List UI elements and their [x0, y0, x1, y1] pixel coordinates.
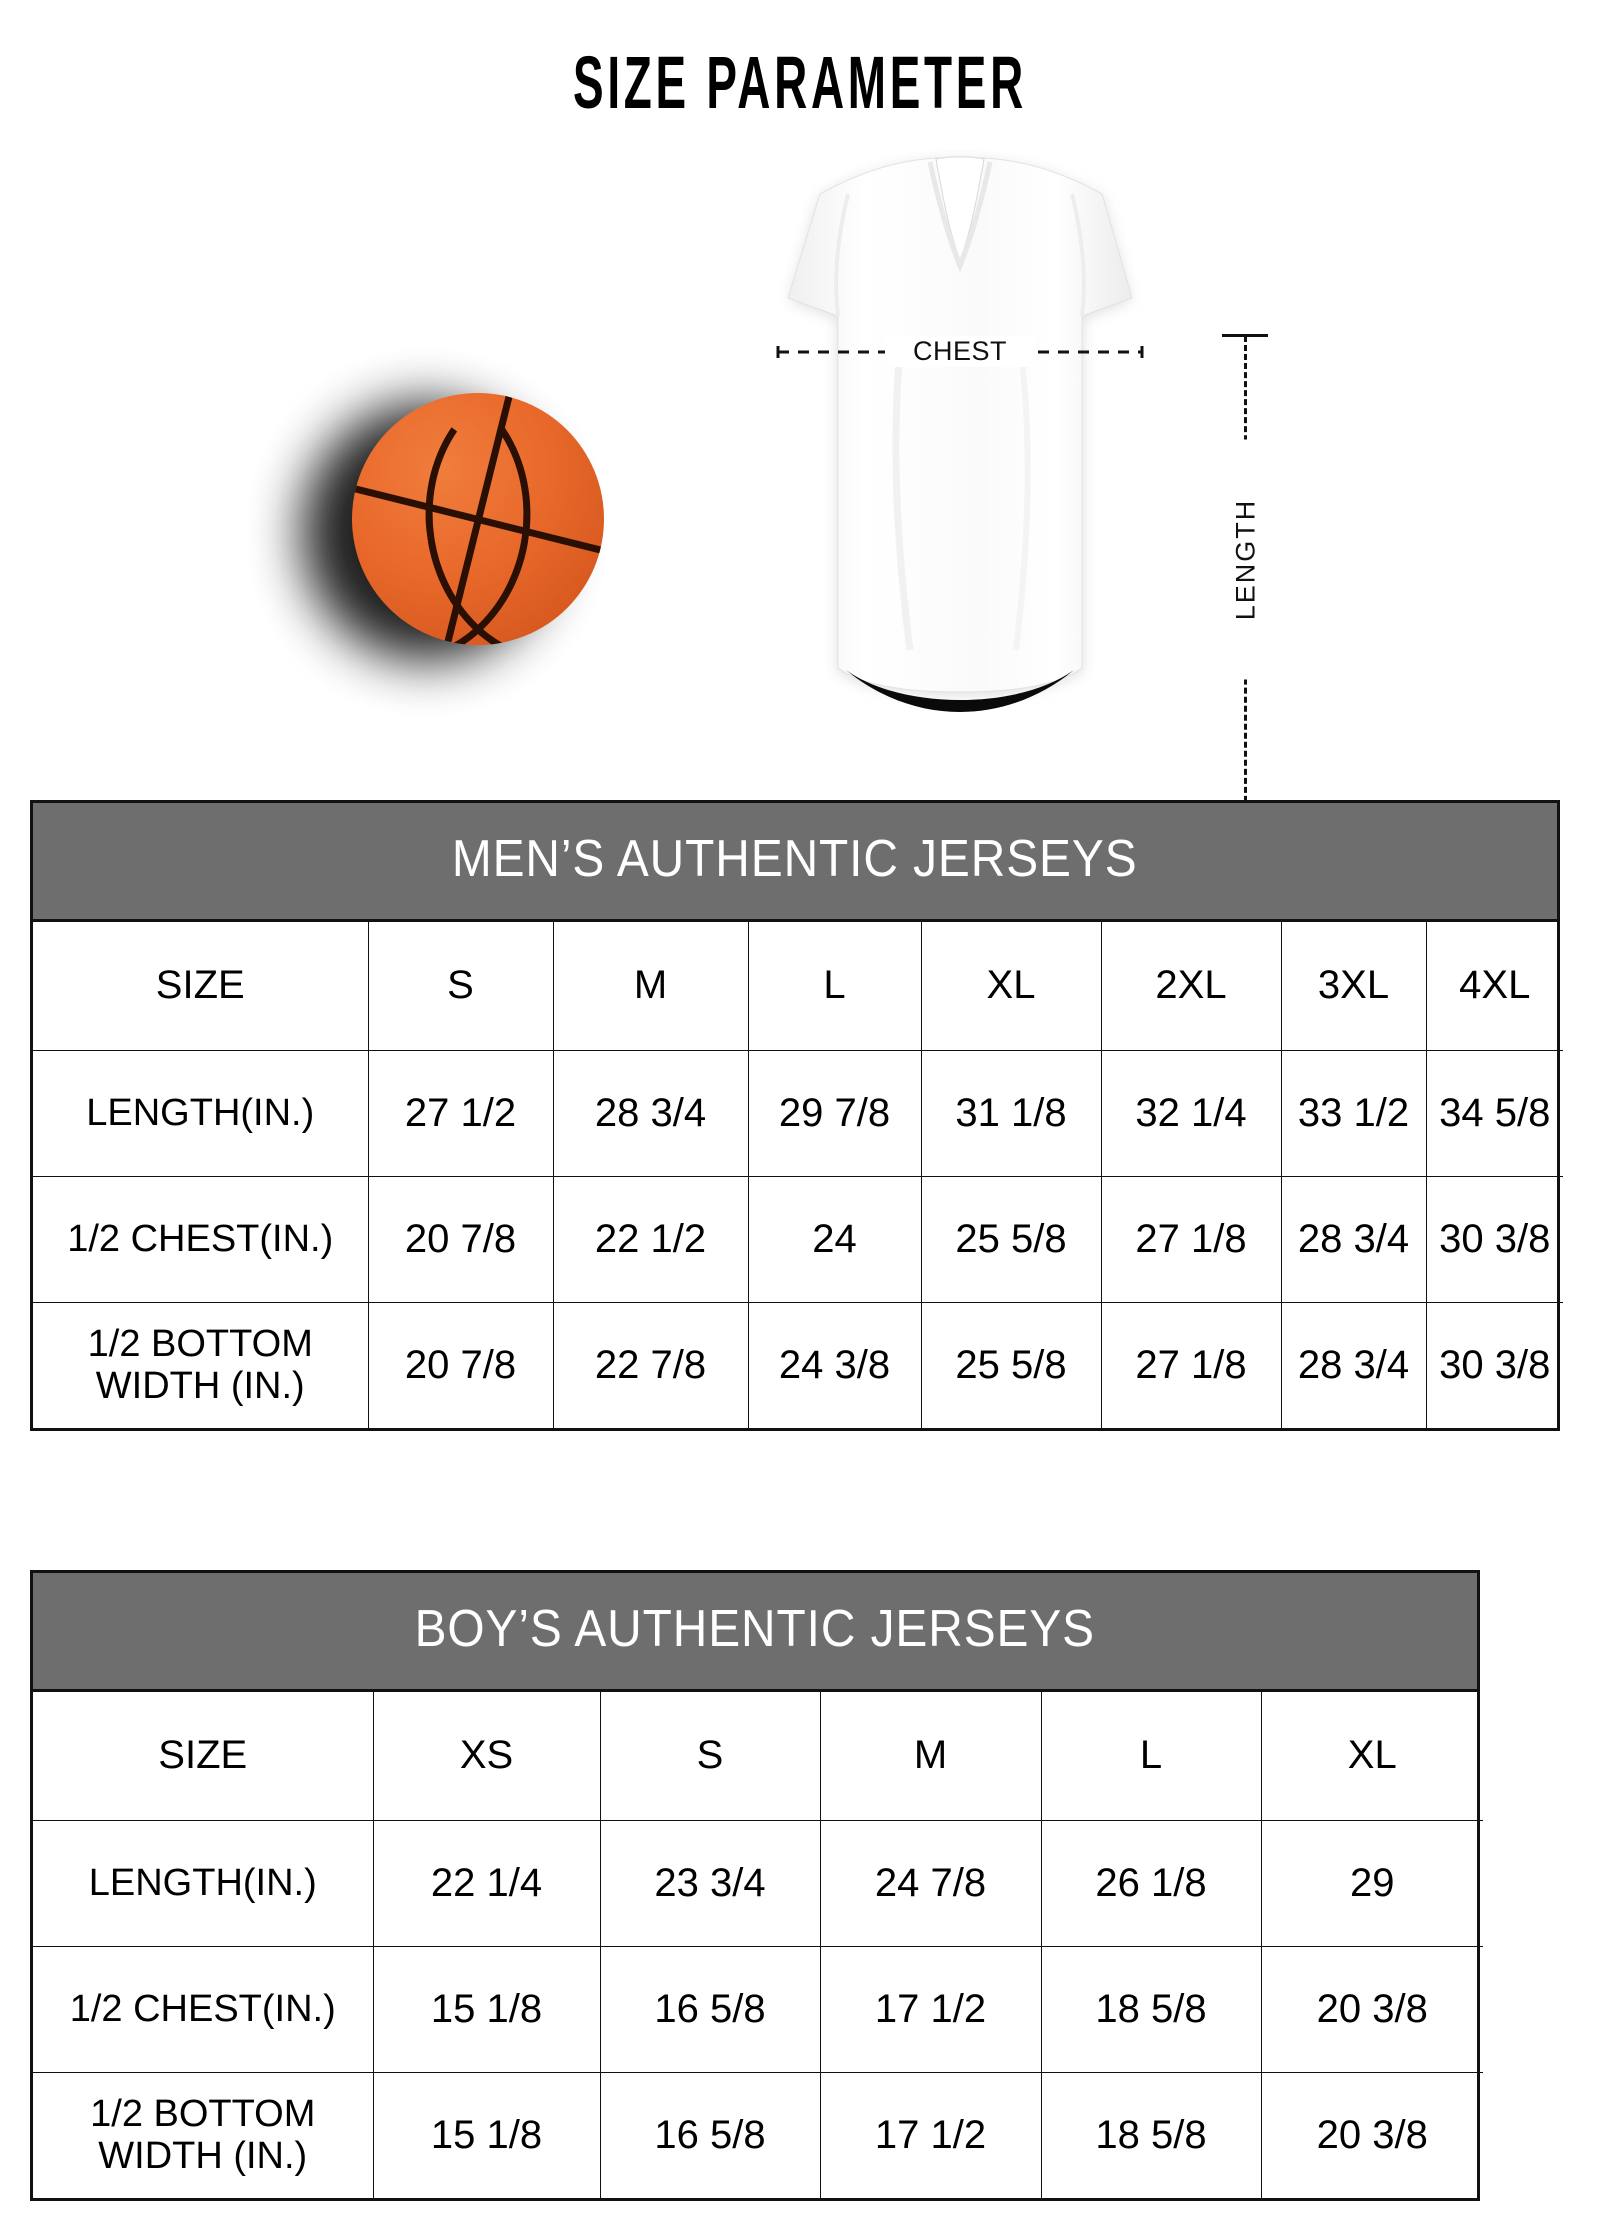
boys-size-chart: BOY’S AUTHENTIC JERSEYS SIZE XS S M L XL… — [30, 1570, 1483, 2201]
column-header-xl: XL — [1260, 1692, 1483, 1821]
boys-size-table: SIZE XS S M L XL LENGTH(IN.) 22 1/4 23 3… — [33, 1692, 1483, 2198]
column-header-xl: XL — [920, 922, 1102, 1051]
column-header-l: L — [1040, 1692, 1262, 1821]
column-header-l: L — [747, 922, 922, 1051]
cell-chest-l: 18 5/8 — [1040, 1945, 1262, 2073]
mens-size-chart: MEN’S AUTHENTIC JERSEYS SIZE S M L XL 2X… — [30, 800, 1563, 1431]
length-measure: LENGTH — [1200, 328, 1290, 873]
table-header-row: SIZE S M L XL 2XL 3XL 4XL — [33, 922, 1563, 1051]
cell-length-4xl: 34 5/8 — [1425, 1049, 1563, 1177]
cell-chest-m: 22 1/2 — [552, 1175, 749, 1303]
cell-chest-m: 17 1/2 — [819, 1945, 1042, 2073]
cell-length-m: 24 7/8 — [819, 1819, 1042, 1947]
mens-chart-title: MEN’S AUTHENTIC JERSEYS — [33, 803, 1557, 922]
boys-chart-title-text: BOY’S AUTHENTIC JERSEYS — [414, 1600, 1096, 1658]
cell-length-xl: 31 1/8 — [920, 1049, 1102, 1177]
column-header-4xl: 4XL — [1425, 922, 1563, 1051]
cell-chest-xs: 15 1/8 — [372, 1945, 601, 2073]
cell-bottom-l: 18 5/8 — [1040, 2071, 1262, 2198]
column-header-xs: XS — [372, 1692, 601, 1821]
cell-bottom-m: 17 1/2 — [819, 2071, 1042, 2198]
cell-chest-s: 16 5/8 — [599, 1945, 821, 2073]
column-header-s: S — [367, 922, 554, 1051]
mens-chart-title-text: MEN’S AUTHENTIC JERSEYS — [452, 830, 1138, 888]
cell-chest-4xl: 30 3/8 — [1425, 1175, 1563, 1303]
cell-chest-xl: 20 3/8 — [1260, 1945, 1483, 2073]
cell-bottom-xl: 25 5/8 — [920, 1301, 1102, 1428]
row-header-line-1: 1/2 BOTTOM — [87, 1322, 313, 1365]
cell-bottom-s: 16 5/8 — [599, 2071, 821, 2198]
mens-size-table: SIZE S M L XL 2XL 3XL 4XL LENGTH(IN.) 27… — [33, 922, 1563, 1428]
column-header-3xl: 3XL — [1280, 922, 1427, 1051]
cell-length-2xl: 32 1/4 — [1100, 1049, 1282, 1177]
jersey-illustration — [787, 156, 1133, 712]
table-row: LENGTH(IN.) 27 1/2 28 3/4 29 7/8 31 1/8 … — [33, 1049, 1563, 1177]
cell-length-l: 29 7/8 — [747, 1049, 922, 1177]
column-header-m: M — [552, 922, 749, 1051]
cell-bottom-s: 20 7/8 — [367, 1301, 554, 1428]
cell-bottom-2xl: 27 1/8 — [1100, 1301, 1282, 1428]
cell-bottom-4xl: 30 3/8 — [1425, 1301, 1563, 1428]
row-header-line-2: WIDTH (IN.) — [95, 1365, 305, 1408]
table-row: 1/2 CHEST(IN.) 15 1/8 16 5/8 17 1/2 18 5… — [33, 1945, 1483, 2073]
table-header-row: SIZE XS S M L XL — [33, 1692, 1483, 1821]
table-row: 1/2 CHEST(IN.) 20 7/8 22 1/2 24 25 5/8 2… — [33, 1175, 1563, 1303]
cell-bottom-l: 24 3/8 — [747, 1301, 922, 1428]
chest-label: CHEST — [885, 336, 1035, 367]
cell-bottom-xl: 20 3/8 — [1260, 2071, 1483, 2198]
cell-length-xl: 29 — [1260, 1819, 1483, 1947]
column-header-size: SIZE — [33, 922, 369, 1051]
row-header-half-chest: 1/2 CHEST(IN.) — [33, 1945, 374, 2073]
cell-bottom-m: 22 7/8 — [552, 1301, 749, 1428]
basketball-body — [352, 393, 604, 645]
cell-length-xs: 22 1/4 — [372, 1819, 601, 1947]
cell-chest-l: 24 — [747, 1175, 922, 1303]
table-row: 1/2 BOTTOM WIDTH (IN.) 15 1/8 16 5/8 17 … — [33, 2071, 1483, 2198]
basketball-icon — [302, 385, 620, 675]
row-header-length: LENGTH(IN.) — [33, 1819, 374, 1947]
cell-chest-s: 20 7/8 — [367, 1175, 554, 1303]
row-header-line-1: 1/2 BOTTOM — [90, 2092, 316, 2135]
cell-bottom-xs: 15 1/8 — [372, 2071, 601, 2198]
page-title: SIZE PARAMETER — [573, 41, 1027, 124]
cell-chest-2xl: 27 1/8 — [1100, 1175, 1282, 1303]
cell-length-s: 23 3/4 — [599, 1819, 821, 1947]
cell-chest-3xl: 28 3/4 — [1280, 1175, 1427, 1303]
illustration-band: CHEST LENGTH — [0, 150, 1600, 865]
column-header-2xl: 2XL — [1100, 922, 1282, 1051]
jersey-icon: CHEST — [760, 150, 1160, 730]
row-header-line-2: WIDTH (IN.) — [98, 2135, 308, 2178]
table-row: LENGTH(IN.) 22 1/4 23 3/4 24 7/8 26 1/8 … — [33, 1819, 1483, 1947]
row-header-half-chest: 1/2 CHEST(IN.) — [33, 1175, 369, 1303]
cell-length-l: 26 1/8 — [1040, 1819, 1262, 1947]
cell-length-3xl: 33 1/2 — [1280, 1049, 1427, 1177]
row-header-half-bottom-width: 1/2 BOTTOM WIDTH (IN.) — [33, 1301, 369, 1428]
row-header-length: LENGTH(IN.) — [33, 1049, 369, 1177]
cell-bottom-3xl: 28 3/4 — [1280, 1301, 1427, 1428]
length-cap-top — [1222, 334, 1268, 337]
cell-length-s: 27 1/2 — [367, 1049, 554, 1177]
cell-chest-xl: 25 5/8 — [920, 1175, 1102, 1303]
column-header-s: S — [599, 1692, 821, 1821]
cell-length-m: 28 3/4 — [552, 1049, 749, 1177]
length-label: LENGTH — [1230, 439, 1262, 680]
table-row: 1/2 BOTTOM WIDTH (IN.) 20 7/8 22 7/8 24 … — [33, 1301, 1563, 1428]
boys-chart-title: BOY’S AUTHENTIC JERSEYS — [33, 1573, 1477, 1692]
column-header-m: M — [819, 1692, 1042, 1821]
row-header-half-bottom-width: 1/2 BOTTOM WIDTH (IN.) — [33, 2071, 374, 2198]
column-header-size: SIZE — [33, 1692, 374, 1821]
